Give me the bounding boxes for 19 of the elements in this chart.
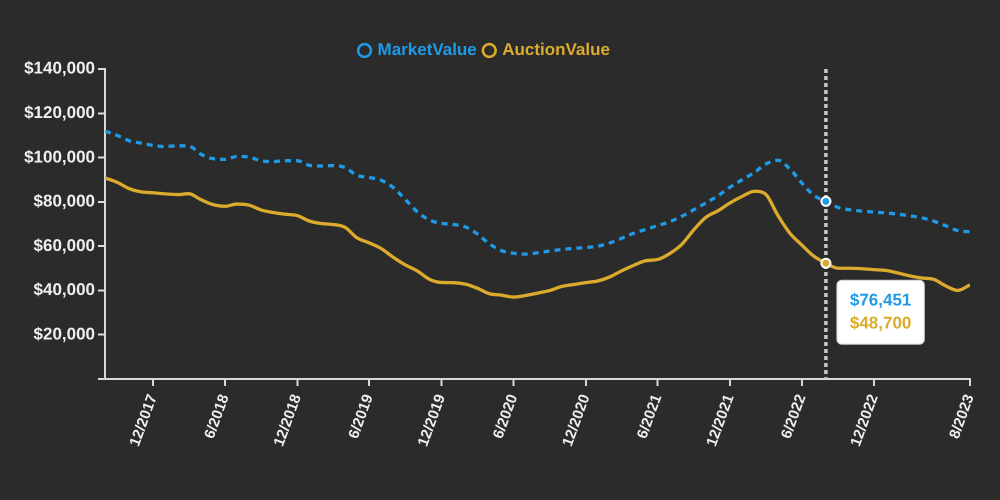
- x-tick-label: 6/2021: [634, 392, 666, 441]
- legend-label: MarketValue: [378, 40, 477, 60]
- legend-label: AuctionValue: [502, 40, 610, 60]
- x-tick-label: 6/2020: [490, 392, 522, 441]
- annotation: $48,700: [850, 313, 912, 332]
- y-tick-label: $40,000: [34, 280, 95, 300]
- y-tick-label: $140,000: [24, 58, 95, 78]
- y-tick-label: $60,000: [34, 236, 95, 255]
- line-series: [105, 129, 970, 256]
- x-tick-label: 8/2023: [946, 392, 978, 441]
- x-tick-label: 6/2022: [778, 392, 810, 441]
- x-tick-label: 6/2018: [201, 392, 233, 441]
- x-tick-label: 12/2017: [126, 392, 161, 449]
- annotation: $76,451: [850, 290, 912, 310]
- x-tick-label: 6/2019: [345, 392, 377, 441]
- y-tick-label: $120,000: [24, 102, 95, 122]
- y-tick-label: $100,000: [24, 147, 95, 166]
- y-tick-label: $80,000: [34, 192, 95, 211]
- y-tick-label: $20,000: [34, 324, 95, 344]
